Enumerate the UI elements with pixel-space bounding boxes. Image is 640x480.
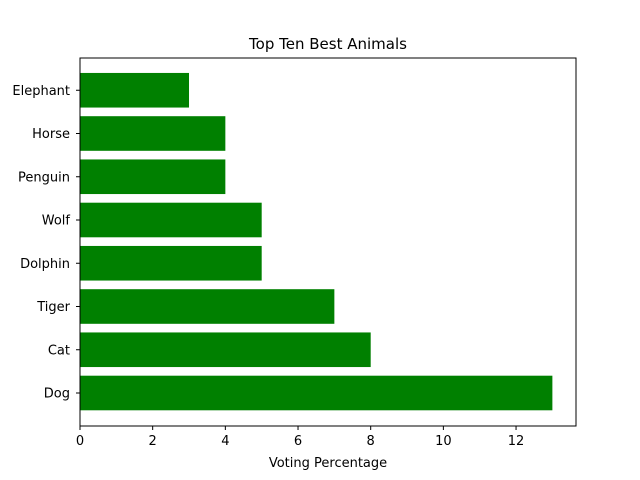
- x-axis-label: Voting Percentage: [269, 456, 387, 471]
- y-axis-ticks: Dog Cat Tiger Dolphin Wolf Penguin Horse Elepha…: [12, 84, 80, 402]
- y-tick-label-penguin: Penguin: [18, 170, 70, 185]
- x-tick-label-8: 8: [367, 434, 375, 449]
- x-tick-label-4: 4: [221, 434, 229, 449]
- bar-penguin: [80, 159, 226, 195]
- y-tick-label-wolf: Wolf: [42, 214, 71, 229]
- y-tick-label-tiger: Tiger: [36, 300, 70, 315]
- bar-wolf: [80, 202, 262, 238]
- x-tick-label-2: 2: [149, 434, 157, 449]
- x-axis-ticks: 0 2 4 6 8 10 12: [76, 426, 524, 449]
- x-tick-label-6: 6: [294, 434, 302, 449]
- bar-tiger: [80, 289, 335, 324]
- y-tick-label-cat: Cat: [48, 343, 70, 358]
- bar-dog: [80, 375, 553, 411]
- y-tick-label-dog: Dog: [44, 387, 70, 402]
- y-tick-label-horse: Horse: [32, 127, 70, 142]
- bar-elephant: [80, 72, 190, 108]
- y-tick-label-dolphin: Dolphin: [20, 257, 70, 272]
- bars-group: [80, 72, 553, 411]
- y-tick-label-elephant: Elephant: [12, 84, 70, 99]
- plot-frame: [79, 57, 577, 427]
- x-tick-label-12: 12: [508, 434, 525, 449]
- chart-title: Top Ten Best Animals: [248, 35, 407, 53]
- x-tick-label-10: 10: [435, 434, 452, 449]
- bar-dolphin: [80, 245, 262, 281]
- bar-cat: [80, 332, 371, 368]
- bar-horse: [80, 116, 226, 151]
- x-tick-label-0: 0: [76, 434, 84, 449]
